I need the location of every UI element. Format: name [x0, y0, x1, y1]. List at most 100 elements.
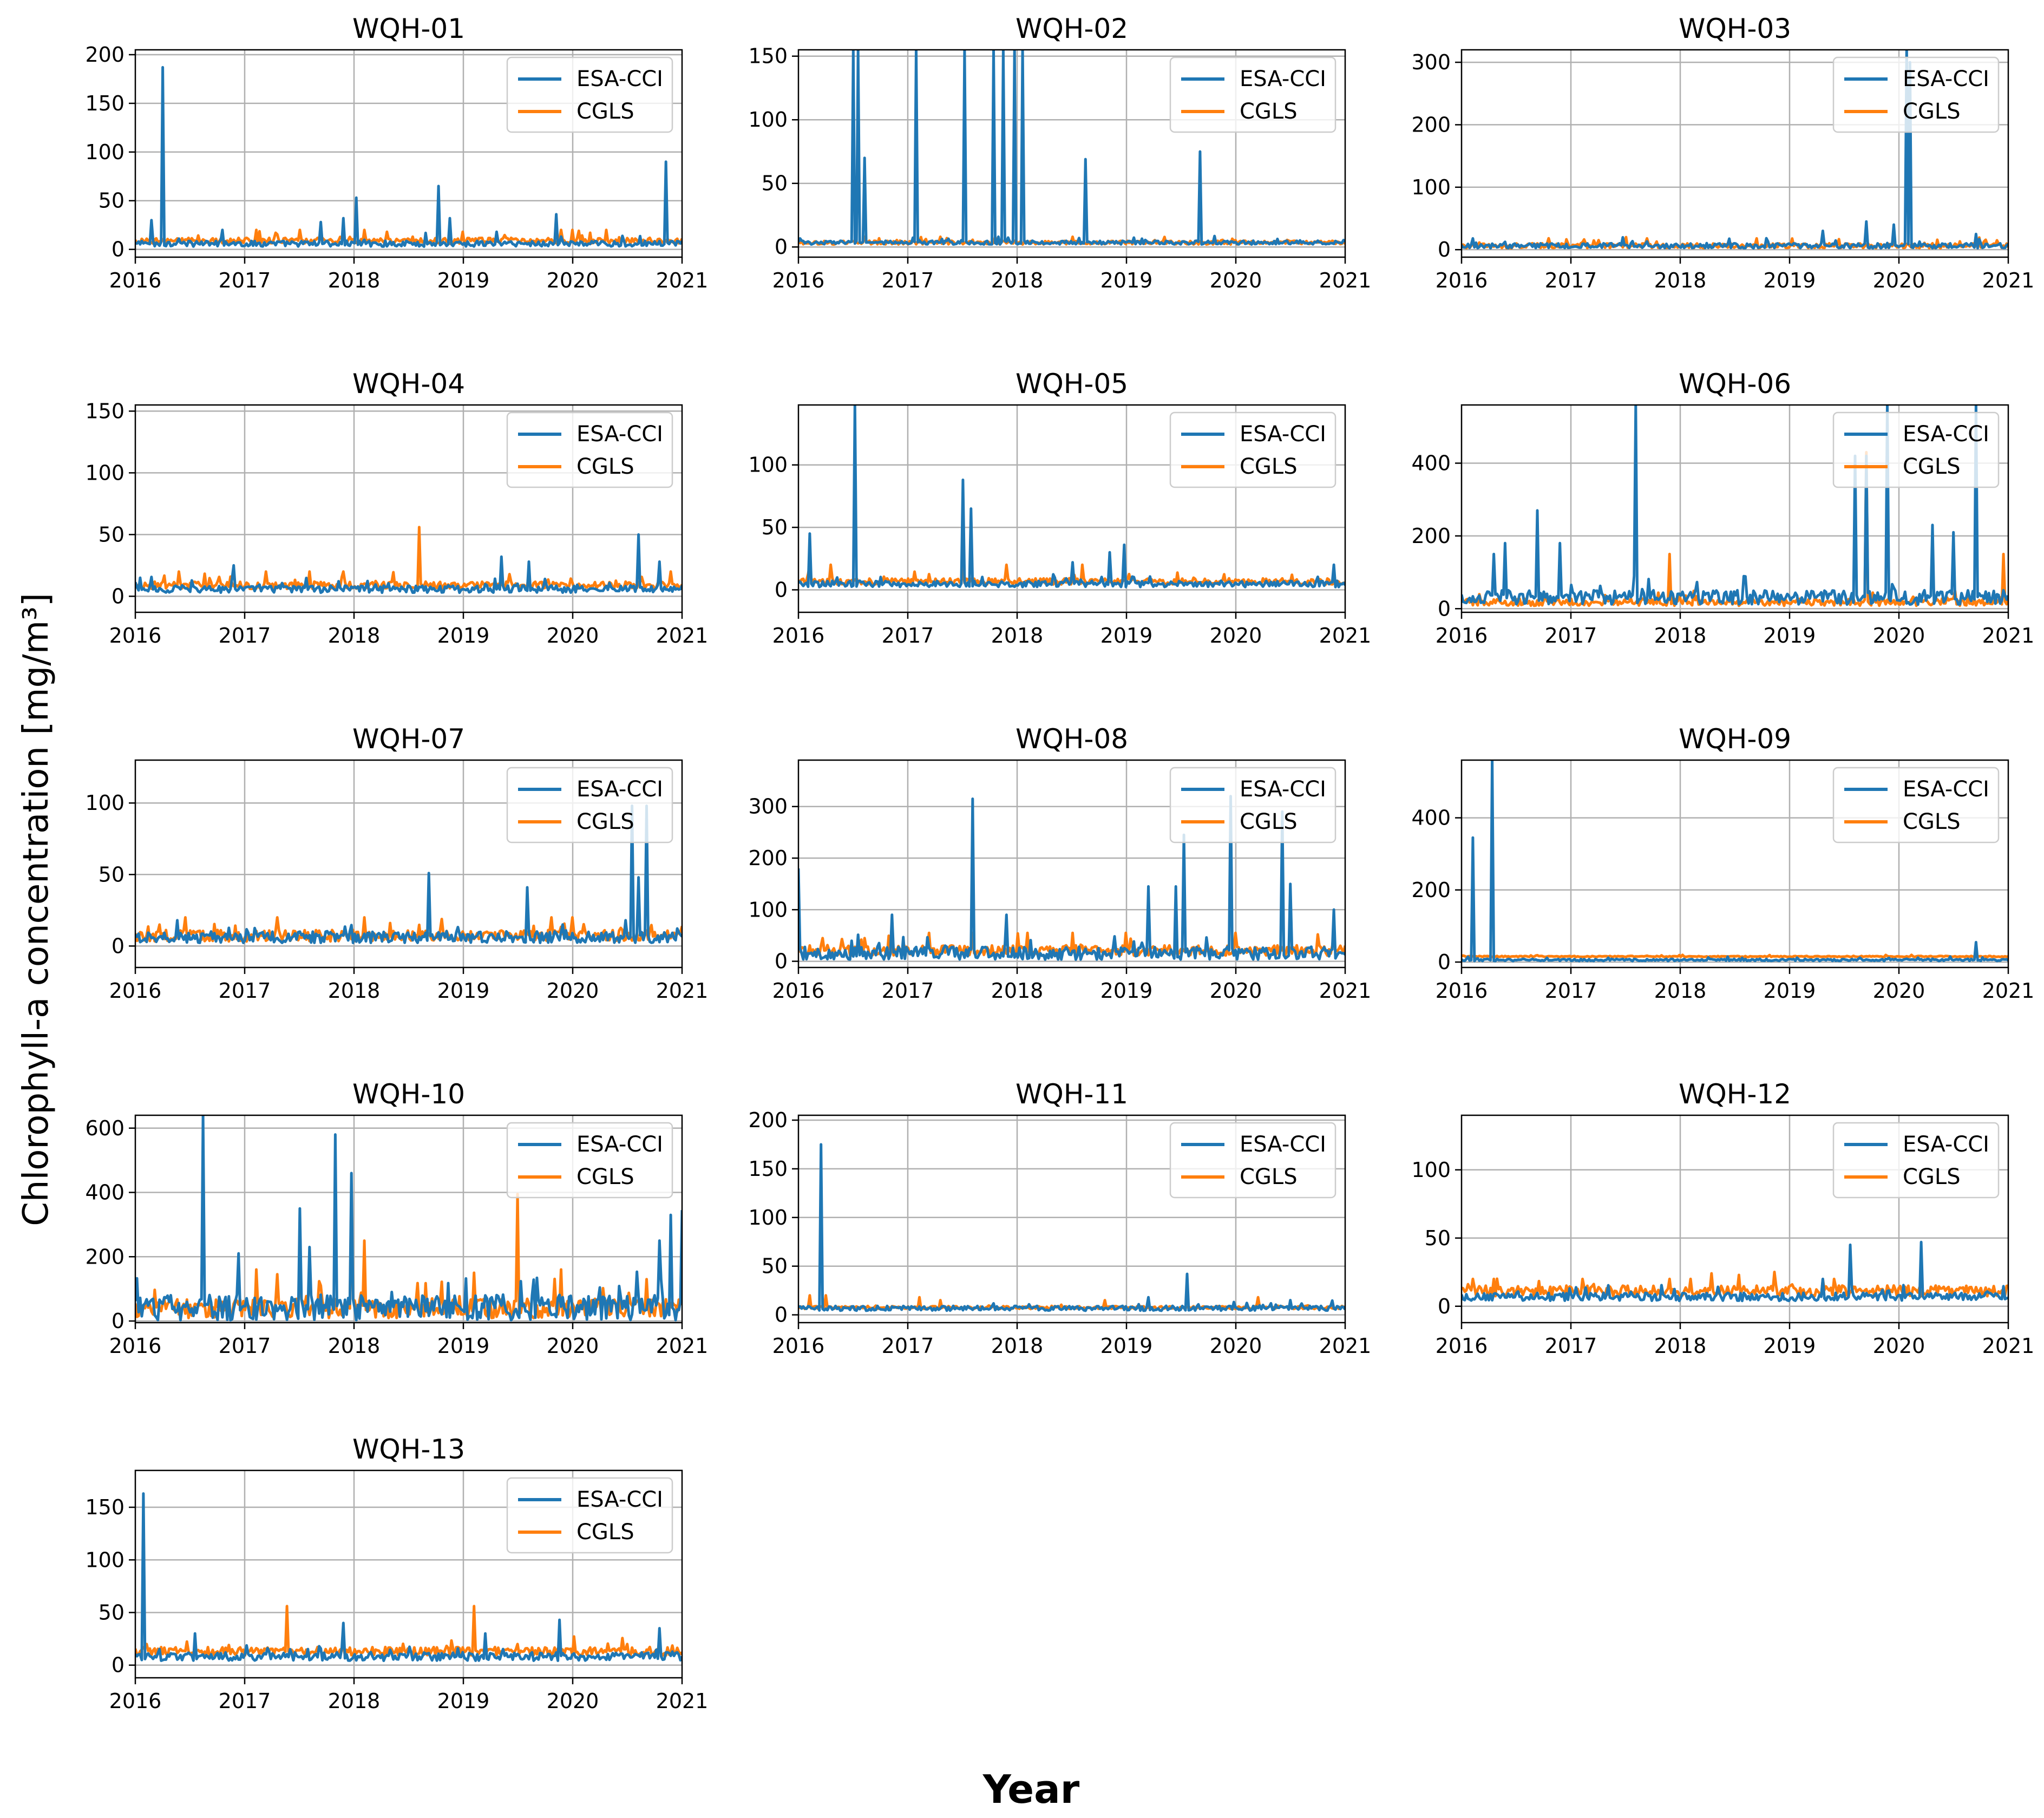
x-tick-label: 2021	[1982, 979, 2035, 1003]
panel-wqh-04: WQH-04 2016 2017 2018 2019 2020 2021 0 50 100 150 E…	[85, 368, 708, 648]
legend-label: CGLS	[576, 454, 634, 479]
legend-box	[1169, 411, 1337, 488]
y-tick-label: 400	[85, 1181, 125, 1205]
panel-title: WQH-07	[352, 723, 465, 755]
x-tick-label: 2019	[1100, 979, 1153, 1003]
series-line-cgls	[1462, 1271, 2008, 1298]
y-tick-label: 50	[99, 189, 125, 213]
y-tick-label: 0	[112, 1309, 125, 1333]
x-tick-label: 2018	[328, 624, 381, 648]
y-tick-label: 200	[748, 846, 788, 870]
x-tick-label: 2020	[547, 979, 599, 1003]
y-tick-label: 0	[1438, 1294, 1451, 1318]
x-tick-label: 2018	[328, 1334, 381, 1358]
panel-wqh-03: WQH-03 2016 2017 2018 2019 2020 2021 0 100 200 300…	[1411, 13, 2034, 292]
x-tick-label: 2020	[1873, 269, 1925, 292]
x-tick-label: 2021	[1319, 979, 1372, 1003]
legend-label: CGLS	[576, 809, 634, 834]
x-tick-label: 2016	[772, 624, 825, 648]
x-tick-label: 2019	[1100, 269, 1153, 292]
x-tick-label: 2020	[547, 624, 599, 648]
plot-frame	[797, 1114, 1346, 1324]
x-tick-label: 2020	[547, 1334, 599, 1358]
series-line-esa-cci	[798, 50, 1345, 246]
plot-frame	[134, 1114, 683, 1324]
legend-label: ESA-CCI	[1903, 422, 1989, 447]
y-tick-label: 50	[762, 1254, 788, 1278]
legend: ESA-CCI CGLS	[1832, 411, 2000, 488]
series-line-esa-cci	[135, 1492, 682, 1662]
y-tick-label: 400	[1411, 452, 1451, 475]
y-tick-label: 0	[112, 934, 125, 958]
x-tick-label: 2021	[1982, 1334, 2035, 1358]
y-tick-label: 100	[748, 1206, 788, 1230]
legend-label: ESA-CCI	[1903, 777, 1989, 802]
legend: ESA-CCI CGLS	[1832, 767, 2000, 843]
y-tick-label: 0	[775, 578, 788, 601]
series-line-esa-cci	[798, 1143, 1345, 1312]
series-line-cgls	[1462, 236, 2008, 250]
y-tick-label: 50	[99, 862, 125, 886]
panel-title: WQH-12	[1679, 1078, 1791, 1110]
legend-label: ESA-CCI	[1240, 1132, 1326, 1157]
x-tick-label: 2017	[219, 1689, 271, 1713]
y-tick-label: 100	[748, 898, 788, 921]
panel-title: WQH-01	[352, 13, 465, 44]
x-tick-label: 2019	[437, 1334, 490, 1358]
legend: ESA-CCI CGLS	[1169, 411, 1337, 488]
series-line-esa-cci	[1462, 1240, 2008, 1303]
x-tick-label: 2017	[882, 269, 934, 292]
x-tick-label: 2020	[547, 1689, 599, 1713]
legend: ESA-CCI CGLS	[506, 1477, 673, 1554]
series-line-esa-cci	[135, 1115, 682, 1322]
y-tick-label: 150	[85, 1495, 125, 1519]
y-tick-label: 0	[1438, 950, 1451, 974]
series-line-esa-cci	[798, 795, 1345, 961]
y-tick-label: 100	[85, 791, 125, 815]
legend-label: CGLS	[1903, 809, 1961, 834]
x-tick-label: 2019	[1764, 1334, 1816, 1358]
legend: ESA-CCI CGLS	[506, 767, 673, 843]
y-tick-label: 0	[775, 950, 788, 973]
x-tick-label: 2019	[437, 624, 490, 648]
legend-box	[1832, 1122, 2000, 1199]
x-tick-label: 2017	[219, 1334, 271, 1358]
legend-label: ESA-CCI	[576, 777, 663, 802]
panel-grid: WQH-01 2016 2017 2018 2019 2020 2021 0 50 100 150 2…	[85, 13, 2034, 1713]
y-tick-label: 0	[775, 1303, 788, 1327]
plot-frame	[134, 49, 683, 258]
legend: ESA-CCI CGLS	[1169, 767, 1337, 843]
x-tick-label: 2020	[1873, 1334, 1925, 1358]
legend-label: ESA-CCI	[576, 422, 663, 447]
x-tick-label: 2016	[772, 979, 825, 1003]
x-tick-label: 2016	[1436, 979, 1488, 1003]
legend-box	[506, 411, 673, 488]
x-tick-label: 2018	[1654, 979, 1707, 1003]
plot-frame	[1460, 404, 2009, 613]
x-tick-label: 2019	[1764, 624, 1816, 648]
x-tick-label: 2016	[109, 624, 162, 648]
x-tick-label: 2021	[1982, 624, 2035, 648]
y-tick-label: 200	[1411, 878, 1451, 902]
legend-label: CGLS	[576, 1165, 634, 1189]
x-tick-label: 2021	[1319, 624, 1372, 648]
legend-box	[506, 56, 673, 133]
y-tick-label: 0	[1438, 238, 1451, 261]
panel-title: WQH-02	[1016, 13, 1128, 44]
y-tick-label: 150	[85, 91, 125, 115]
y-tick-label: 200	[85, 43, 125, 67]
panel-wqh-11: WQH-11 2016 2017 2018 2019 2020 2021 0 50 100 150 2…	[748, 1078, 1371, 1358]
legend-label: CGLS	[1903, 1165, 1961, 1189]
y-tick-label: 200	[1411, 524, 1451, 548]
series-line-esa-cci	[1462, 760, 2008, 963]
y-tick-label: 300	[1411, 50, 1451, 74]
panel-wqh-12: WQH-12 2016 2017 2018 2019 2020 2021 0 50 100 ESA-…	[1411, 1078, 2034, 1358]
plot-frame	[797, 404, 1346, 613]
x-tick-label: 2018	[1654, 269, 1707, 292]
x-tick-label: 2019	[1100, 624, 1153, 648]
legend-label: ESA-CCI	[1903, 67, 1989, 91]
y-tick-label: 50	[762, 172, 788, 195]
panel-wqh-06: WQH-06 2016 2017 2018 2019 2020 2021 0 200 400 ESA…	[1411, 368, 2034, 648]
series-line-cgls	[135, 526, 682, 591]
y-tick-label: 100	[85, 461, 125, 485]
